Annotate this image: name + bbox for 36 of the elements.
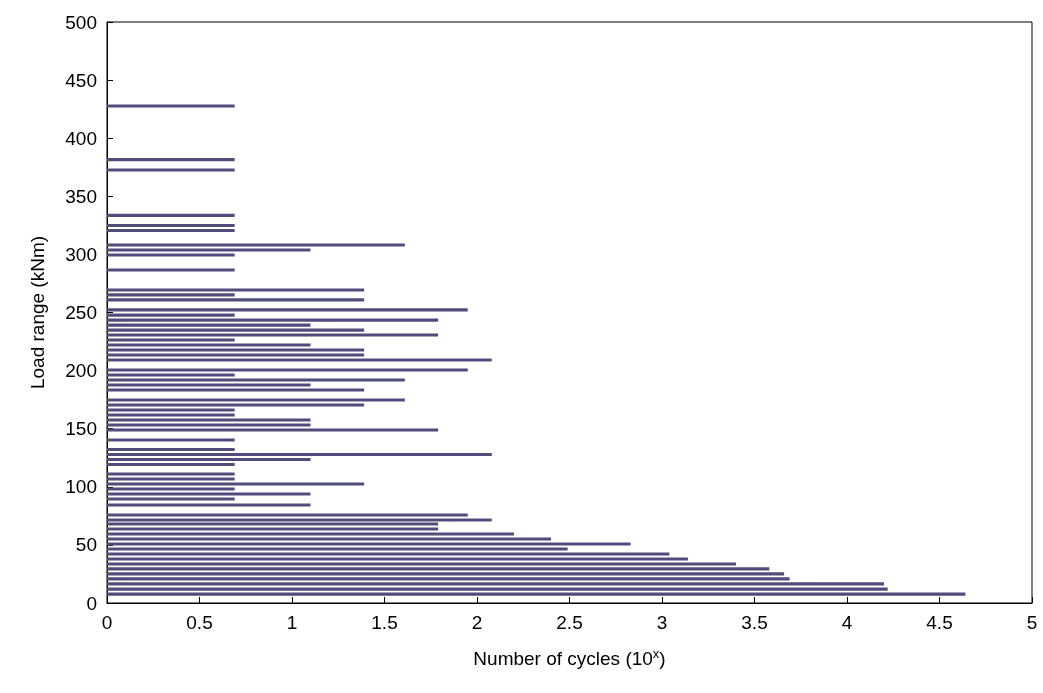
y-tick-label: 100 xyxy=(65,476,97,498)
bar xyxy=(107,447,235,452)
x-tick-label: 3 xyxy=(656,612,668,633)
y-tick-label: 450 xyxy=(65,69,97,91)
bar xyxy=(107,457,311,462)
x-tick-label: 1 xyxy=(286,612,298,633)
x-tick-label: 4 xyxy=(841,612,853,633)
bar xyxy=(107,223,235,228)
x-tick-label: 1.5 xyxy=(371,612,398,633)
bar xyxy=(107,462,235,467)
x-tick-label: 0.5 xyxy=(186,612,213,633)
bar xyxy=(107,104,235,108)
y-tick-label: 0 xyxy=(86,592,97,614)
bar xyxy=(107,213,235,217)
x-tick-label: 0 xyxy=(101,612,113,633)
x-tick-label: 2 xyxy=(471,612,483,633)
bar xyxy=(107,452,492,457)
y-tick-label: 150 xyxy=(65,418,97,440)
y-axis-title: Load range (kNm) xyxy=(27,235,48,390)
y-tick-label: 400 xyxy=(65,127,97,149)
y-tick-label: 250 xyxy=(65,302,97,323)
y-tick-label: 500 xyxy=(65,11,97,33)
bar xyxy=(107,158,235,162)
bar xyxy=(107,168,235,172)
bar xyxy=(107,268,235,272)
x-tick-label: 4.5 xyxy=(926,612,953,633)
x-tick-label: 3.5 xyxy=(741,612,768,633)
y-tick-label: 50 xyxy=(75,534,97,556)
y-tick-label: 200 xyxy=(65,360,97,382)
bar xyxy=(107,438,235,442)
x-tick-label: 2.5 xyxy=(556,612,583,633)
bar xyxy=(107,503,311,507)
y-tick-label: 300 xyxy=(65,243,97,265)
bar xyxy=(107,228,235,233)
y-tick-label: 350 xyxy=(65,185,97,207)
x-tick-label: 5 xyxy=(1026,612,1038,633)
